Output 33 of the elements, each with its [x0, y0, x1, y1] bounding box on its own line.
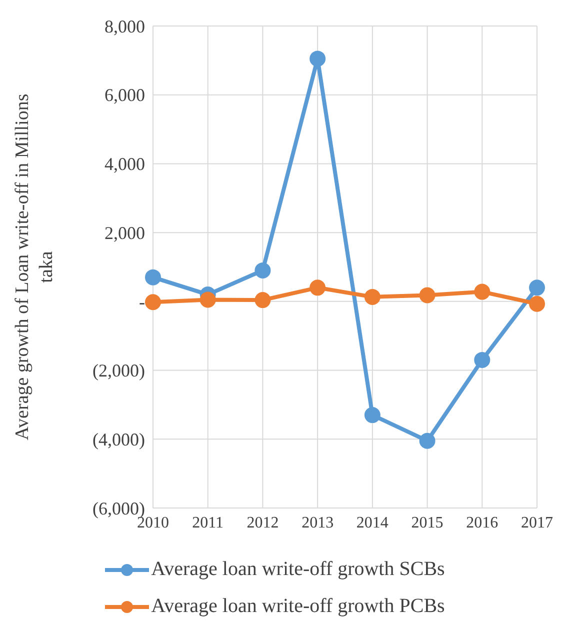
- point: [364, 407, 380, 424]
- point: [254, 262, 271, 278]
- point: [419, 432, 436, 449]
- x-tick-label: 2011: [192, 514, 224, 532]
- point: [145, 294, 161, 310]
- x-tick-label: 2012: [246, 514, 279, 532]
- legend-label: Average loan write-off growth PCBs: [151, 595, 445, 618]
- y-tick-label: (6,000): [92, 498, 145, 518]
- point: [419, 287, 436, 304]
- point: [529, 296, 545, 312]
- point: [364, 288, 380, 305]
- y-tick-label: 6,000: [104, 85, 145, 106]
- point: [474, 284, 490, 300]
- x-tick-label: 2013: [302, 514, 334, 532]
- point: [254, 292, 271, 308]
- y-tick-label: (2,000): [92, 360, 145, 381]
- y-axis-title: Average growth of Loan write-off in Millions taka: [12, 94, 57, 440]
- y-tick-label: 4,000: [104, 154, 145, 174]
- point: [529, 280, 545, 296]
- y-tick-label: -: [139, 292, 145, 312]
- x-tick-label: 2016: [466, 514, 498, 532]
- point: [474, 352, 490, 368]
- y-tick-label: (4,000): [92, 430, 145, 450]
- x-tick-label: 2014: [356, 514, 388, 532]
- legend-label: Average loan write-off growth SCBs: [151, 558, 445, 581]
- x-tick-label: 2017: [521, 514, 553, 532]
- point: [310, 280, 326, 296]
- point: [145, 269, 161, 286]
- y-tick-label: 2,000: [104, 222, 145, 243]
- y-tick-label: 8,000: [104, 16, 145, 36]
- point: [310, 50, 326, 67]
- point: [200, 292, 216, 308]
- x-tick-label: 2015: [411, 514, 444, 532]
